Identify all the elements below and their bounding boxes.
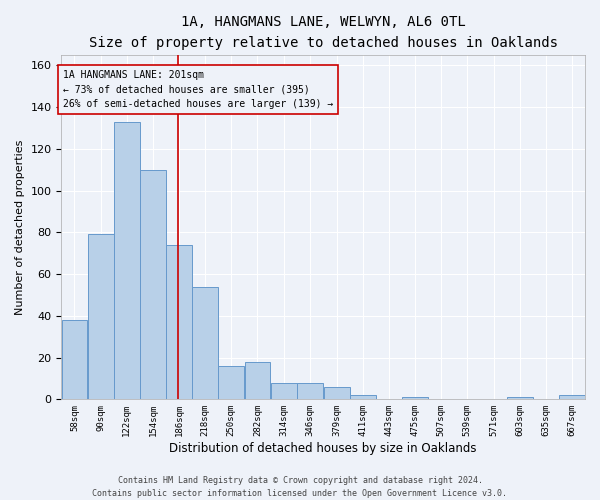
Bar bbox=[218, 366, 244, 400]
Bar bbox=[88, 234, 113, 400]
Title: 1A, HANGMANS LANE, WELWYN, AL6 0TL
Size of property relative to detached houses : 1A, HANGMANS LANE, WELWYN, AL6 0TL Size … bbox=[89, 15, 558, 50]
Bar bbox=[350, 395, 376, 400]
X-axis label: Distribution of detached houses by size in Oaklands: Distribution of detached houses by size … bbox=[169, 442, 477, 455]
Text: Contains HM Land Registry data © Crown copyright and database right 2024.
Contai: Contains HM Land Registry data © Crown c… bbox=[92, 476, 508, 498]
Bar bbox=[192, 286, 218, 400]
Bar bbox=[559, 395, 585, 400]
Bar bbox=[114, 122, 140, 400]
Y-axis label: Number of detached properties: Number of detached properties bbox=[15, 140, 25, 315]
Bar bbox=[140, 170, 166, 400]
Bar bbox=[271, 382, 296, 400]
Bar bbox=[324, 387, 350, 400]
Bar bbox=[507, 397, 533, 400]
Bar bbox=[166, 245, 192, 400]
Bar bbox=[297, 382, 323, 400]
Bar bbox=[245, 362, 271, 400]
Text: 1A HANGMANS LANE: 201sqm
← 73% of detached houses are smaller (395)
26% of semi-: 1A HANGMANS LANE: 201sqm ← 73% of detach… bbox=[63, 70, 333, 109]
Bar bbox=[62, 320, 88, 400]
Bar bbox=[402, 397, 428, 400]
